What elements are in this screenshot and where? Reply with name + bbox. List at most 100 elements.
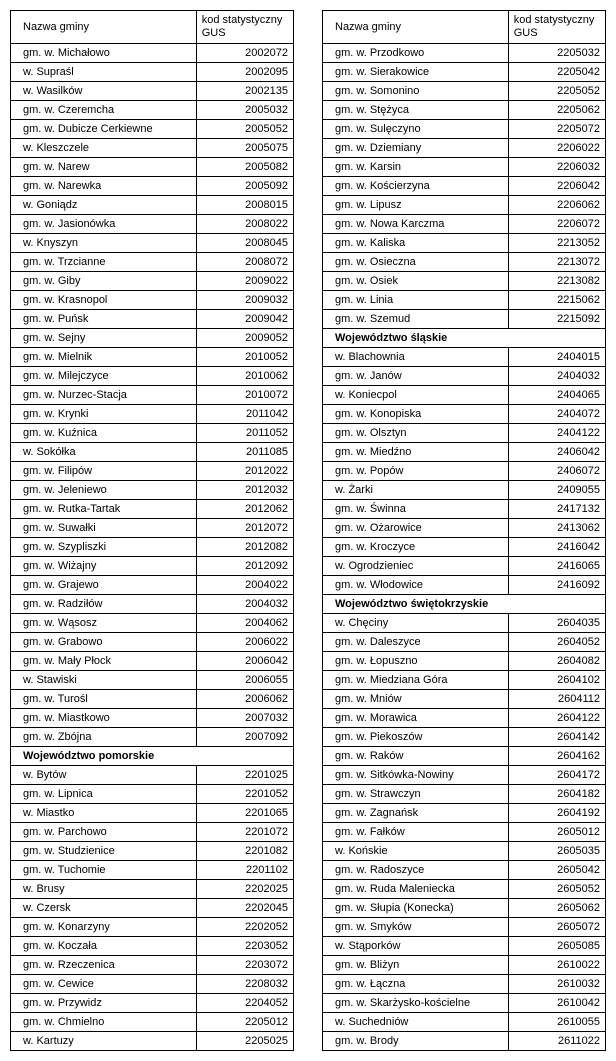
table-row: gm. w. Przywidz2204052: [11, 994, 294, 1013]
right-column: Nazwa gminy kod statystyczny GUS gm. w. …: [322, 10, 606, 1051]
table-row: gm. w. Puńsk2009042: [11, 310, 294, 329]
gmina-name: gm. w. Grajewo: [11, 576, 197, 595]
table-row: gm. w. Łopuszno2604082: [323, 652, 606, 671]
gmina-name: gm. w. Studzienice: [11, 842, 197, 861]
gus-code: 2011052: [196, 424, 293, 443]
table-row: gm. w. Filipów2012022: [11, 462, 294, 481]
table-row: gm. w. Mały Płock2006042: [11, 652, 294, 671]
gus-code: 2610032: [508, 975, 605, 994]
gus-code: 2203052: [196, 937, 293, 956]
gmina-name: gm. w. Cewice: [11, 975, 197, 994]
gus-code: 2605042: [508, 861, 605, 880]
table-row: gm. w. Radoszyce2605042: [323, 861, 606, 880]
table-row: gm. w. Sejny2009052: [11, 329, 294, 348]
gmina-name: w. Kartuzy: [11, 1032, 197, 1051]
gus-code: 2002135: [196, 82, 293, 101]
gmina-name: gm. w. Mielnik: [11, 348, 197, 367]
gmina-name: gm. w. Popów: [323, 462, 509, 481]
gus-code: 2004062: [196, 614, 293, 633]
section-header: Województwo świętokrzyskie: [323, 595, 606, 614]
table-row: w. Goniądz2008015: [11, 196, 294, 215]
table-row: w. Ogrodzieniec2416065: [323, 557, 606, 576]
gmina-name: w. Koniecpol: [323, 386, 509, 405]
table-row: gm. w. Dziemiany2206022: [323, 139, 606, 158]
gmina-name: w. Stąporków: [323, 937, 509, 956]
table-row: gm. w. Krasnopol2009032: [11, 291, 294, 310]
right-table: Nazwa gminy kod statystyczny GUS gm. w. …: [322, 10, 606, 1051]
table-row: gm. w. Ożarowice2413062: [323, 519, 606, 538]
gmina-name: gm. w. Sitkówka-Nowiny: [323, 766, 509, 785]
gus-code: 2205025: [196, 1032, 293, 1051]
table-row: Województwo śląskie: [323, 329, 606, 348]
gus-code: 2205042: [508, 63, 605, 82]
gus-code: 2610055: [508, 1013, 605, 1032]
gus-code: 2413062: [508, 519, 605, 538]
table-row: gm. w. Linia2215062: [323, 291, 606, 310]
gmina-name: gm. w. Krasnopol: [11, 291, 197, 310]
gmina-name: gm. w. Kaliska: [323, 234, 509, 253]
gus-code: 2012072: [196, 519, 293, 538]
gus-code: 2604172: [508, 766, 605, 785]
table-row: gm. w. Rutka-Tartak2012062: [11, 500, 294, 519]
gmina-name: gm. w. Parchowo: [11, 823, 197, 842]
table-row: gm. w. Morawica2604122: [323, 709, 606, 728]
gmina-name: gm. w. Kuźnica: [11, 424, 197, 443]
gmina-name: gm. w. Świnna: [323, 500, 509, 519]
gmina-name: gm. w. Wiżajny: [11, 557, 197, 576]
table-row: gm. w. Karsin2206032: [323, 158, 606, 177]
gus-code: 2005075: [196, 139, 293, 158]
gus-code: 2604182: [508, 785, 605, 804]
table-row: gm. w. Fałków2605012: [323, 823, 606, 842]
gus-code: 2611022: [508, 1032, 605, 1051]
gus-code: 2205032: [508, 44, 605, 63]
gus-code: 2008045: [196, 234, 293, 253]
gmina-name: gm. w. Włodowice: [323, 576, 509, 595]
gmina-name: gm. w. Tuchomie: [11, 861, 197, 880]
gmina-name: w. Kleszczele: [11, 139, 197, 158]
gmina-name: gm. w. Osieczna: [323, 253, 509, 272]
gus-code: 2206072: [508, 215, 605, 234]
gus-code: 2205072: [508, 120, 605, 139]
section-header: Województwo śląskie: [323, 329, 606, 348]
gus-code: 2204052: [196, 994, 293, 1013]
gus-code: 2213052: [508, 234, 605, 253]
gus-code: 2208032: [196, 975, 293, 994]
table-row: gm. w. Grabowo2006022: [11, 633, 294, 652]
table-row: w. Kleszczele2005075: [11, 139, 294, 158]
table-row: w. Stawiski2006055: [11, 671, 294, 690]
table-row: gm. w. Stężyca2205062: [323, 101, 606, 120]
table-row: gm. w. Giby2009022: [11, 272, 294, 291]
table-row: gm. w. Lipnica2201052: [11, 785, 294, 804]
table-row: gm. w. Miedziana Góra2604102: [323, 671, 606, 690]
table-row: gm. w. Studzienice2201082: [11, 842, 294, 861]
gus-code: 2006022: [196, 633, 293, 652]
table-row: w. Wasilków2002135: [11, 82, 294, 101]
gmina-name: gm. w. Trzcianne: [11, 253, 197, 272]
gmina-name: gm. w. Grabowo: [11, 633, 197, 652]
gmina-name: gm. w. Koczała: [11, 937, 197, 956]
gus-code: 2201082: [196, 842, 293, 861]
gus-code: 2604052: [508, 633, 605, 652]
gmina-name: gm. w. Miastkowo: [11, 709, 197, 728]
gus-code: 2202025: [196, 880, 293, 899]
gus-code: 2007092: [196, 728, 293, 747]
gmina-name: gm. w. Kościerzyna: [323, 177, 509, 196]
gus-code: 2604192: [508, 804, 605, 823]
gmina-name: gm. w. Narew: [11, 158, 197, 177]
gmina-name: gm. w. Łączna: [323, 975, 509, 994]
gmina-name: gm. w. Somonino: [323, 82, 509, 101]
gmina-name: gm. w. Janów: [323, 367, 509, 386]
gus-code: 2205062: [508, 101, 605, 120]
gmina-name: gm. w. Krynki: [11, 405, 197, 424]
gmina-name: gm. w. Stężyca: [323, 101, 509, 120]
gmina-name: gm. w. Przodkowo: [323, 44, 509, 63]
gus-code: 2404122: [508, 424, 605, 443]
table-row: gm. w. Janów2404032: [323, 367, 606, 386]
table-row: gm. w. Czeremcha2005032: [11, 101, 294, 120]
gus-code: 2406072: [508, 462, 605, 481]
gus-code: 2009032: [196, 291, 293, 310]
gmina-name: gm. w. Słupia (Konecka): [323, 899, 509, 918]
table-row: gm. w. Somonino2205052: [323, 82, 606, 101]
gus-code: 2006055: [196, 671, 293, 690]
table-row: gm. w. Słupia (Konecka)2605062: [323, 899, 606, 918]
